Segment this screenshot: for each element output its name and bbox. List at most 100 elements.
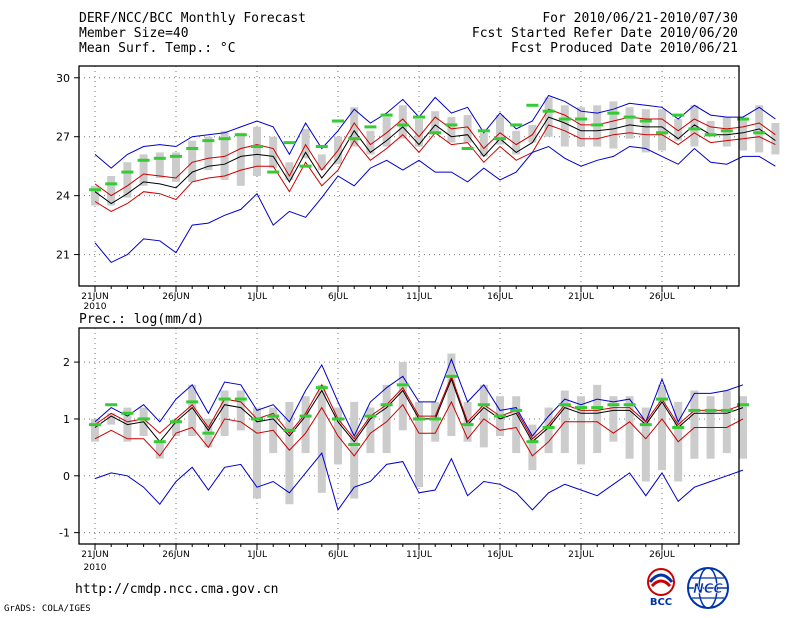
spread-box	[447, 117, 456, 143]
spread-box	[641, 109, 650, 153]
forecast-period: For 2010/06/21-2010/07/30	[542, 11, 738, 26]
member-size-label: Member Size=40	[79, 26, 189, 41]
spread-box	[739, 119, 747, 151]
y-tick-label: 30	[56, 72, 70, 85]
spread-box	[479, 384, 488, 448]
series-mean-line	[94, 116, 776, 205]
spread-box	[771, 122, 780, 155]
spread-box	[739, 396, 747, 459]
spread-box	[512, 130, 521, 155]
spread-box	[366, 407, 375, 454]
spread-box	[301, 396, 310, 454]
spread-box	[496, 115, 504, 145]
x-tick-label: 1JUL	[247, 550, 267, 560]
x-year-label: 2010	[84, 563, 107, 573]
spread-box	[107, 176, 116, 206]
y-tick-label: 27	[56, 131, 70, 144]
y-tick-label: -1	[59, 527, 70, 540]
x-tick-label: 26JUN	[162, 550, 189, 560]
spread-box	[528, 424, 537, 471]
series-max-line	[94, 94, 776, 169]
spread-box	[415, 401, 423, 488]
spread-box	[301, 128, 310, 159]
spread-box	[236, 132, 245, 186]
series-upper-line	[94, 108, 776, 197]
ncc-logo-icon: NCC	[687, 567, 729, 609]
spread-box	[285, 401, 294, 505]
spread-box	[690, 105, 699, 147]
spread-box	[155, 441, 164, 459]
spread-box	[220, 390, 229, 436]
x-tick-label: 16JUL	[487, 550, 513, 560]
y-tick-label: 1	[63, 413, 70, 426]
y-tick-label: 0	[63, 470, 70, 483]
spread-box	[91, 185, 99, 206]
spread-box	[625, 107, 634, 139]
forecast-started-date: Fcst Started Refer Date 2010/06/20	[471, 26, 738, 41]
spread-box	[479, 132, 488, 157]
x-tick-label: 1JUL	[247, 292, 267, 302]
spread-box	[690, 390, 699, 459]
spread-box	[188, 384, 197, 436]
spread-box	[593, 384, 602, 454]
spread-box	[123, 162, 132, 198]
plot-frame	[78, 65, 740, 287]
spread-box	[577, 107, 585, 147]
spread-box	[463, 115, 472, 143]
spread-box	[317, 384, 326, 493]
x-tick-label: 16JUL	[487, 292, 513, 302]
spread-box	[512, 396, 521, 454]
spread-box	[415, 119, 423, 147]
spread-box	[722, 390, 731, 454]
spread-box	[172, 152, 180, 182]
bcc-logo-text: BCC	[650, 597, 672, 608]
x-tick-label: 11JUL	[406, 550, 432, 560]
spread-box	[398, 362, 407, 431]
x-tick-label: 21JUN	[81, 292, 108, 302]
spread-box	[382, 384, 391, 454]
plot-frame	[78, 327, 740, 545]
spread-box	[625, 396, 634, 459]
series-min-line	[94, 452, 744, 512]
grads-credit: GrADS: COLA/IGES	[4, 604, 91, 614]
spread-box	[350, 401, 359, 499]
footer-url: http://cmdp.ncc.cma.gov.cn	[75, 582, 279, 597]
x-tick-label: 6JUL	[328, 550, 348, 560]
y-tick-label: 24	[56, 190, 70, 203]
spread-box	[366, 130, 375, 155]
x-tick-label: 26JUN	[162, 292, 189, 302]
spread-box	[317, 154, 326, 171]
y-tick-label: 2	[63, 356, 70, 369]
series-upper-line	[94, 374, 744, 440]
x-tick-label: 6JUL	[328, 292, 348, 302]
spread-box	[91, 418, 99, 442]
panel-title: Prec.: log(mm/d)	[79, 312, 204, 327]
spread-box	[220, 130, 229, 180]
header-right: For 2010/06/21-2010/07/30 Fcst Started R…	[472, 11, 738, 56]
x-tick-label: 21JUN	[81, 550, 108, 560]
spread-box	[188, 140, 197, 182]
spread-box	[269, 136, 278, 169]
variable-label: Mean Surf. Temp.: °C	[79, 41, 236, 56]
temperature-panel: 21 24 27 30 21JUN 26JUN 1JUL 6JUL 11JUL 16JUL 21JU…	[56, 65, 780, 312]
spread-box	[609, 396, 618, 442]
series-max-line	[94, 357, 744, 438]
ncc-logo-text: NCC	[693, 582, 723, 597]
x-tick-label: 21JUL	[568, 550, 594, 560]
spread-box	[658, 384, 666, 471]
chart-title: DERF/NCC/BCC Monthly Forecast	[79, 11, 306, 26]
spread-box	[447, 353, 456, 436]
spread-box	[706, 121, 715, 137]
spread-box	[577, 396, 585, 465]
spread-box	[431, 401, 440, 442]
spread-box	[172, 418, 180, 436]
spread-box	[155, 152, 164, 178]
spread-box	[204, 136, 213, 171]
spread-box	[431, 111, 440, 133]
spread-box	[382, 117, 391, 147]
precipitation-panel: -1 0 1 2 21JUN 26JUN 1JUL 6JUL 11JUL 16JUL 21JUL 26…	[59, 312, 749, 573]
header-left: DERF/NCC/BCC Monthly Forecast Member Siz…	[79, 11, 306, 56]
spread-box	[674, 119, 683, 141]
x-tick-label: 21JUL	[568, 292, 594, 302]
spread-box	[544, 407, 553, 454]
